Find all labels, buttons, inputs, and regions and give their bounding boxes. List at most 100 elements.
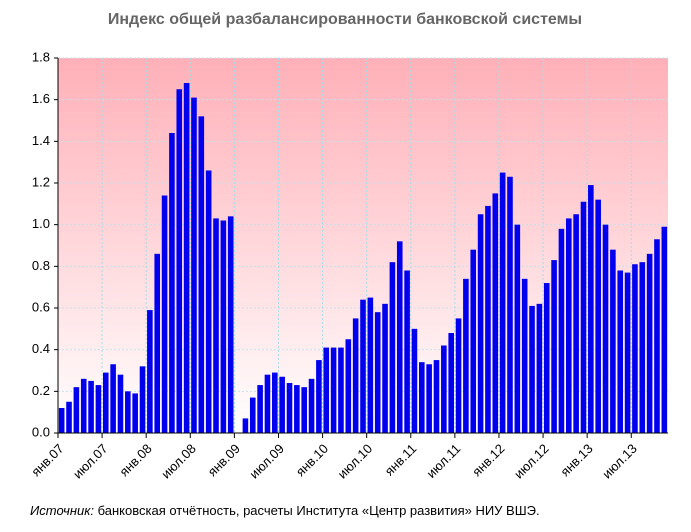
bar [573, 214, 579, 433]
bar [507, 176, 513, 433]
x-tick-label: янв.07 [28, 441, 66, 479]
bar [463, 278, 469, 433]
bar [485, 205, 491, 433]
x-tick-label: июл.10 [335, 441, 376, 482]
bar [191, 97, 197, 433]
bar [477, 214, 484, 433]
bar [536, 303, 543, 433]
y-tick-label: 1.0 [32, 216, 50, 231]
bar [330, 347, 337, 433]
bar [102, 372, 109, 433]
bar [411, 328, 418, 433]
y-tick-label: 1.8 [32, 49, 50, 64]
bar [661, 226, 668, 433]
bar [499, 172, 506, 434]
bar [323, 347, 330, 433]
bar [558, 228, 565, 433]
bar [470, 249, 477, 433]
bar [176, 89, 183, 433]
x-tick-label: янв.13 [557, 441, 595, 479]
x-tick-label: янв.10 [293, 441, 331, 479]
bar [80, 378, 87, 433]
bar [492, 193, 499, 433]
x-tick-label: янв.12 [469, 441, 507, 479]
source-label: Источник: [30, 503, 94, 518]
bar [419, 362, 425, 433]
bar [352, 318, 359, 433]
bar [624, 272, 631, 433]
x-tick-label: янв.09 [205, 441, 243, 479]
bar [73, 387, 80, 433]
bar [294, 385, 300, 433]
bar [588, 185, 594, 433]
bar [110, 364, 116, 433]
x-tick-label: янв.11 [382, 441, 420, 479]
y-tick-label: 0.6 [32, 299, 50, 314]
bar [58, 408, 65, 433]
bar [125, 391, 131, 433]
bar [374, 312, 381, 433]
bar [617, 270, 624, 433]
bar [426, 364, 432, 433]
y-tick-label: 1.4 [32, 133, 50, 148]
bar [441, 345, 447, 433]
bar [95, 385, 102, 433]
bar [565, 218, 572, 433]
y-tick-label: 1.2 [32, 174, 50, 189]
bar [279, 376, 285, 433]
bar [257, 385, 263, 433]
x-tick-label: июл.11 [424, 441, 464, 481]
bar [154, 253, 161, 433]
bar [249, 397, 256, 433]
bar [308, 378, 315, 433]
bar [654, 239, 660, 433]
bar [602, 224, 609, 433]
bar [404, 270, 410, 433]
bar [242, 418, 249, 433]
bar [88, 380, 94, 433]
x-tick-label: июл.09 [246, 441, 287, 482]
bar [117, 374, 124, 433]
bar [580, 201, 587, 433]
bar [227, 216, 234, 433]
bar [220, 220, 227, 433]
bar [139, 366, 146, 433]
bar [529, 305, 535, 433]
chart-title: Индекс общей разбалансированности банков… [108, 11, 582, 28]
bar [301, 387, 307, 433]
bar [360, 299, 366, 433]
bar [551, 260, 557, 433]
bar [205, 170, 212, 433]
bar [345, 339, 352, 433]
bar [147, 310, 153, 433]
bar [183, 83, 190, 433]
bar [198, 116, 205, 433]
bar [161, 195, 168, 433]
y-tick-label: 0.2 [32, 383, 50, 398]
bar [433, 360, 440, 433]
bar [632, 264, 638, 433]
x-tick-label: июл.07 [70, 441, 111, 482]
bar [66, 401, 72, 433]
bar [396, 241, 403, 433]
bar [448, 333, 454, 433]
x-tick-label: июл.13 [599, 441, 640, 482]
y-tick-label: 0.4 [32, 341, 50, 356]
bar [338, 347, 344, 433]
bar [286, 383, 293, 433]
x-tick-label: янв.08 [116, 441, 154, 479]
bar [610, 249, 616, 433]
y-tick-label: 1.6 [32, 91, 50, 106]
bar [272, 372, 278, 433]
y-tick-label: 0.8 [32, 258, 50, 273]
bar [639, 262, 646, 433]
bar [595, 199, 601, 433]
y-tick-label: 0.0 [32, 424, 50, 439]
bar [316, 360, 322, 433]
x-tick-label: июл.08 [158, 441, 199, 482]
bar [132, 393, 138, 433]
bar [646, 253, 653, 433]
bar [521, 278, 528, 433]
